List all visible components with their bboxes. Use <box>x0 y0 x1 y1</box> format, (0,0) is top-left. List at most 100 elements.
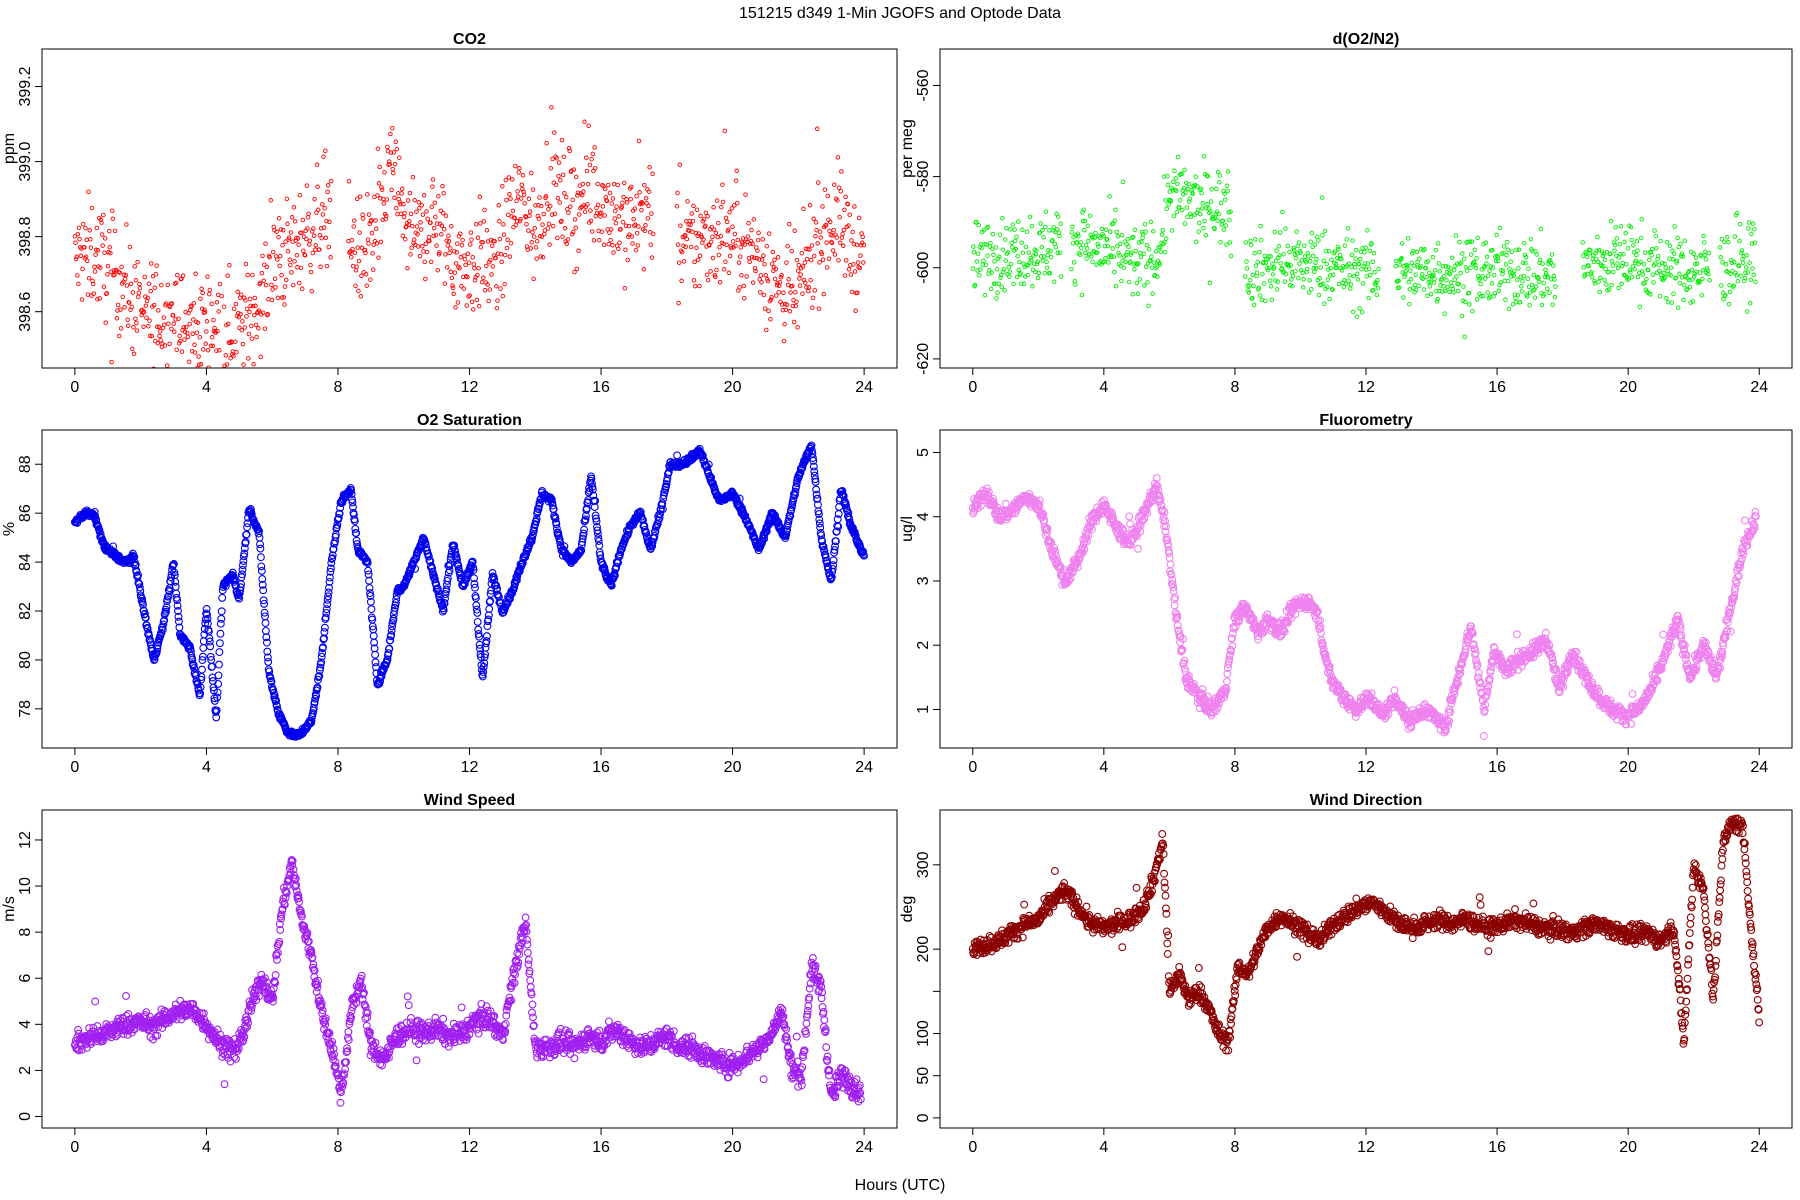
data-point <box>263 647 272 656</box>
data-point <box>1706 250 1712 256</box>
data-point <box>1456 281 1462 287</box>
data-point <box>452 270 458 275</box>
data-point <box>851 241 857 247</box>
data-point <box>447 250 452 256</box>
data-point <box>983 262 988 268</box>
data-point <box>162 343 168 348</box>
data-point <box>73 256 79 262</box>
data-point <box>352 529 361 538</box>
data-point <box>384 197 390 202</box>
data-point <box>545 226 551 231</box>
data-point <box>592 166 598 171</box>
data-point <box>272 276 278 282</box>
data-point <box>1268 284 1274 289</box>
data-point <box>1511 273 1516 278</box>
data-point <box>1222 677 1231 686</box>
data-point <box>196 689 205 698</box>
data-point <box>588 485 597 494</box>
data-point <box>420 244 425 249</box>
data-point <box>1548 260 1554 265</box>
y-tick-label: 88 <box>17 455 34 473</box>
data-point <box>274 229 279 234</box>
data-point <box>121 272 127 278</box>
data-point <box>595 202 601 208</box>
data-point <box>363 559 372 568</box>
data-point <box>279 295 285 300</box>
data-point <box>1356 261 1362 267</box>
data-point <box>981 258 986 263</box>
data-point <box>1451 290 1456 295</box>
data-point <box>141 309 147 315</box>
data-point <box>493 255 498 261</box>
data-point <box>1366 266 1372 271</box>
data-point <box>1707 278 1712 283</box>
data-point <box>1736 263 1742 269</box>
data-point <box>212 325 217 331</box>
data-point <box>1207 280 1213 286</box>
data-point <box>417 253 423 259</box>
data-point <box>1665 299 1671 305</box>
data-point <box>641 267 646 272</box>
data-point <box>466 260 472 265</box>
data-point <box>1317 276 1322 281</box>
data-point <box>441 190 446 196</box>
data-point <box>613 220 619 226</box>
data-point <box>611 181 617 187</box>
data-point <box>1257 249 1262 255</box>
data-point <box>1374 292 1380 298</box>
data-point <box>849 238 854 243</box>
data-point <box>742 295 747 301</box>
data-point <box>179 276 184 282</box>
data-point <box>1142 222 1148 227</box>
data-point <box>152 285 158 291</box>
data-point <box>847 212 852 217</box>
data-point <box>437 250 442 255</box>
data-point <box>476 652 485 661</box>
data-point <box>1253 237 1258 242</box>
data-point <box>176 341 182 346</box>
data-point <box>592 514 600 523</box>
data-point <box>258 354 263 360</box>
data-point <box>846 223 851 228</box>
data-point <box>606 241 612 247</box>
data-point <box>588 482 597 491</box>
data-point <box>1073 282 1078 287</box>
data-point <box>323 148 328 154</box>
data-point <box>1332 249 1338 254</box>
data-point <box>1523 261 1528 266</box>
data-point <box>1146 247 1152 252</box>
data-point <box>821 291 826 297</box>
data-point <box>1367 248 1372 253</box>
data-point <box>1198 211 1203 217</box>
data-point <box>1678 241 1683 247</box>
data-point <box>988 240 993 246</box>
data-point <box>1186 199 1192 204</box>
data-point <box>642 182 647 188</box>
data-point <box>208 343 214 349</box>
data-point <box>131 351 137 357</box>
data-point <box>216 629 225 638</box>
data-point <box>1178 198 1183 203</box>
data-point <box>649 255 655 260</box>
data-point <box>202 309 208 315</box>
data-point <box>454 562 463 571</box>
data-point <box>1201 154 1207 159</box>
data-point <box>1165 554 1174 562</box>
data-point <box>278 227 284 232</box>
data-point <box>1362 249 1367 255</box>
data-point <box>1011 281 1016 287</box>
data-point <box>494 305 500 311</box>
x-tick-label: 16 <box>592 379 610 396</box>
data-point <box>684 236 690 242</box>
data-point <box>275 257 280 262</box>
data-point <box>1670 257 1676 262</box>
data-point <box>1641 262 1647 267</box>
data-point <box>206 652 215 661</box>
data-point <box>117 270 123 275</box>
data-point <box>1043 528 1052 537</box>
data-point <box>819 251 825 257</box>
data-point <box>263 653 272 662</box>
data-point <box>174 617 183 626</box>
data-point <box>511 224 516 230</box>
data-point <box>1527 302 1532 308</box>
